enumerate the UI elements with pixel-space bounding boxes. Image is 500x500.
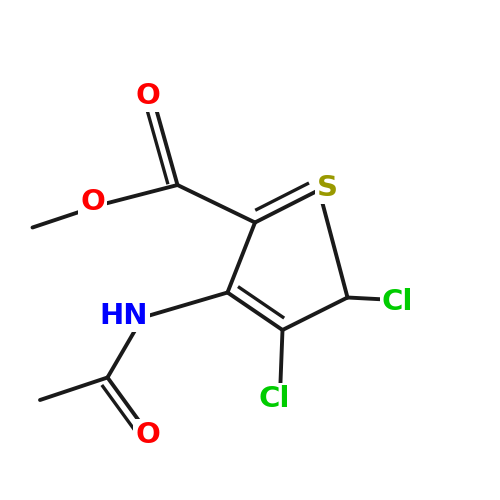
Text: O: O [135, 421, 160, 449]
Text: HN: HN [100, 302, 148, 330]
Text: Cl: Cl [382, 288, 413, 316]
Text: S: S [317, 174, 338, 202]
Text: O: O [135, 82, 160, 110]
Text: O: O [80, 188, 105, 216]
Text: Cl: Cl [258, 385, 290, 413]
